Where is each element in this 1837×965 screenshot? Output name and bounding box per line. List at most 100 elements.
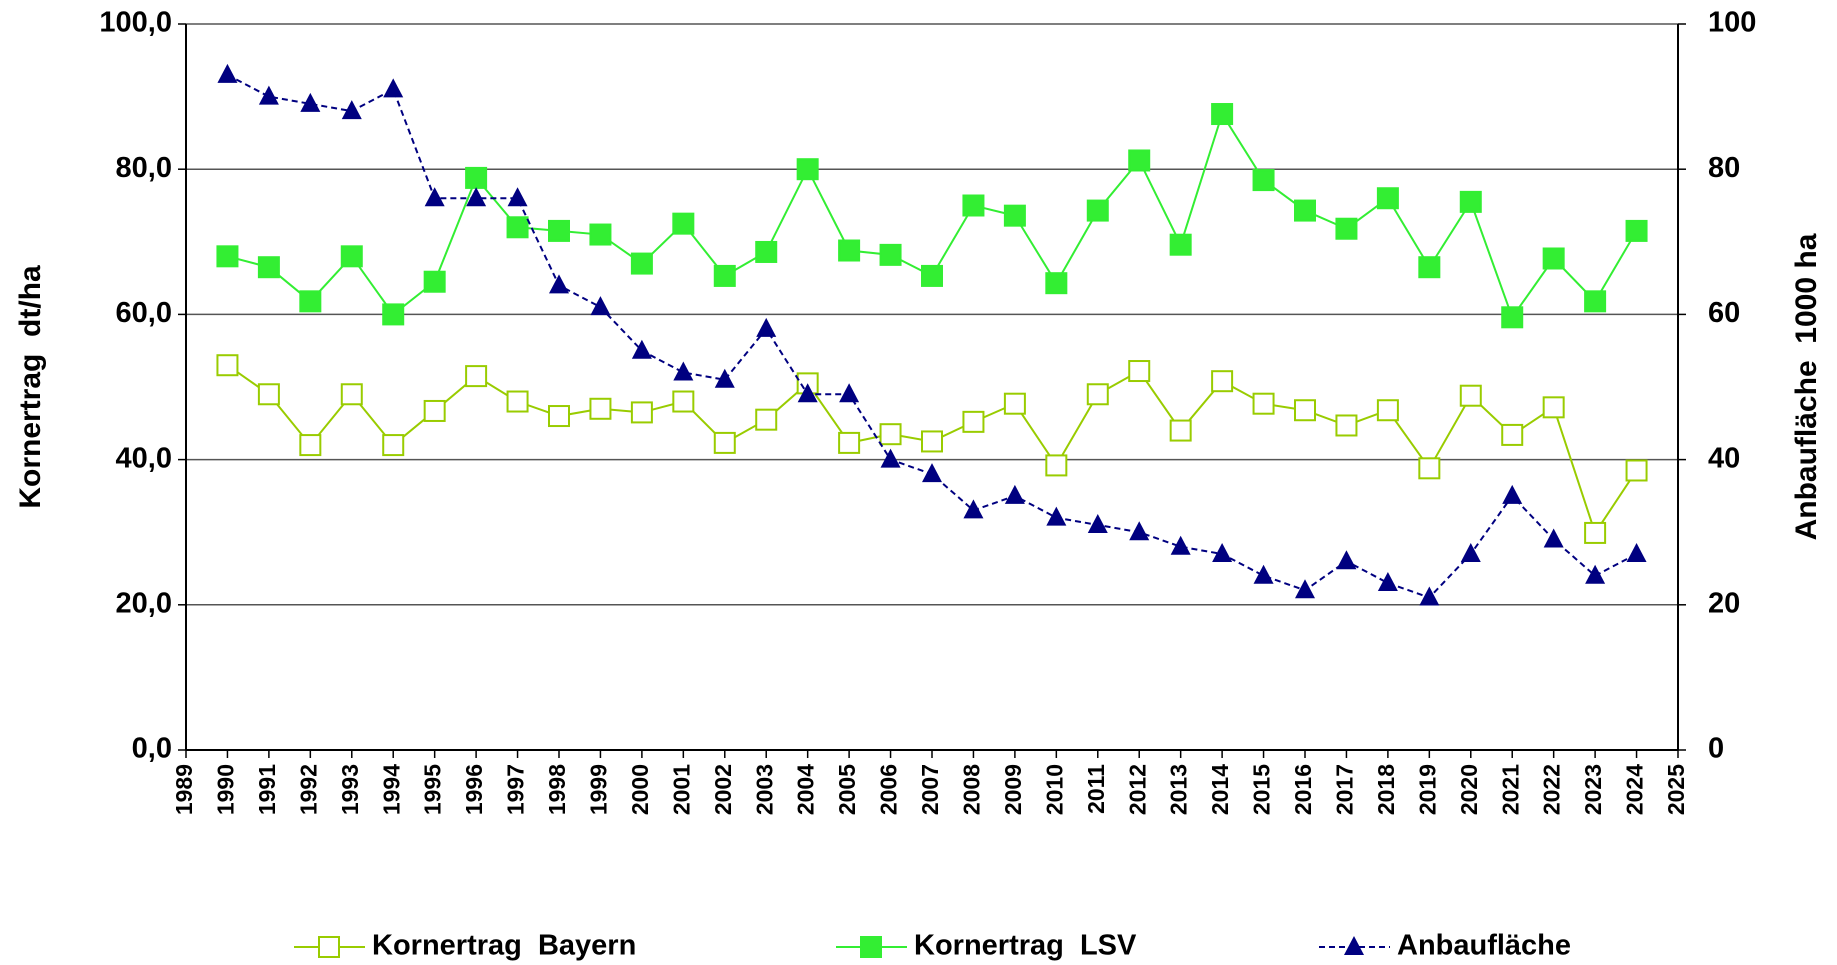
marker [299, 290, 322, 313]
marker [1501, 423, 1524, 446]
marker [797, 383, 818, 403]
x-tick-label: 2011 [1083, 764, 1109, 814]
marker [465, 365, 488, 388]
x-tick-label: 1995 [420, 764, 446, 815]
x-tick-label: 2020 [1456, 764, 1482, 815]
x-tick-label: 1999 [586, 764, 612, 815]
y-tick-label: 100,0 [99, 7, 172, 39]
marker [1045, 454, 1068, 477]
marker [1169, 419, 1192, 442]
marker [1625, 459, 1648, 482]
marker [1003, 204, 1026, 227]
y2-tick-label: 0 [1708, 733, 1724, 765]
marker [548, 405, 570, 428]
marker [1377, 572, 1398, 592]
y-tick-label: 60,0 [116, 297, 172, 329]
marker [1584, 290, 1607, 313]
marker [672, 390, 695, 413]
marker [921, 264, 943, 287]
legend-marker [318, 936, 340, 958]
y-tick-label: 40,0 [116, 442, 172, 474]
marker [962, 410, 985, 433]
x-tick-label: 2007 [917, 764, 943, 815]
marker [465, 166, 488, 189]
marker [713, 431, 736, 454]
marker [756, 317, 777, 337]
legend-label: Kornertrag Bayern [372, 930, 636, 962]
marker [216, 354, 239, 377]
marker [340, 383, 363, 406]
marker [1459, 384, 1482, 407]
y-tick-label: 0,0 [132, 733, 172, 765]
marker [1501, 306, 1524, 329]
marker [1584, 521, 1607, 544]
marker [879, 423, 902, 446]
marker [755, 408, 778, 431]
x-tick-label: 2005 [834, 764, 860, 815]
marker [382, 303, 405, 326]
x-tick-label: 1998 [544, 764, 570, 815]
marker [299, 434, 322, 457]
x-tick-label: 2006 [876, 764, 902, 815]
x-tick-label: 2025 [1663, 764, 1689, 815]
x-tick-label: 2023 [1580, 764, 1606, 815]
marker [258, 85, 279, 105]
marker [1045, 272, 1068, 295]
y-tick-label: 20,0 [116, 587, 172, 619]
x-tick-label: 2001 [668, 764, 694, 815]
marker [589, 223, 612, 246]
y2-tick-label: 20 [1708, 587, 1740, 619]
marker [257, 383, 280, 406]
marker [963, 499, 984, 519]
marker [1294, 399, 1316, 422]
marker [1585, 564, 1606, 584]
marker [548, 219, 570, 242]
marker [1626, 542, 1647, 562]
marker [673, 361, 694, 381]
x-tick-label: 1996 [461, 764, 487, 815]
x-tick-label: 2003 [751, 764, 777, 815]
marker [1086, 383, 1109, 406]
marker [257, 256, 280, 279]
x-tick-label: 2018 [1373, 764, 1399, 815]
marker [341, 100, 362, 120]
marker [424, 187, 445, 207]
marker [1252, 392, 1275, 415]
y-axis-title: Kornertrag dt/ha [14, 265, 47, 509]
marker [922, 463, 942, 483]
marker [1046, 506, 1067, 526]
marker [216, 245, 239, 268]
marker [589, 397, 612, 420]
marker [714, 368, 735, 388]
marker [382, 434, 405, 457]
x-tick-label: 2012 [1124, 764, 1150, 815]
x-tick-label: 2009 [1000, 764, 1026, 815]
marker [839, 383, 860, 403]
marker [1335, 217, 1358, 240]
x-tick-label: 2000 [627, 764, 653, 815]
x-tick-label: 1991 [254, 764, 280, 815]
marker [1170, 535, 1191, 555]
x-tick-label: 1989 [171, 764, 197, 815]
y2-tick-label: 40 [1708, 442, 1740, 474]
x-tick-label: 2004 [793, 764, 819, 815]
marker [506, 216, 529, 239]
x-tick-label: 2008 [959, 764, 985, 815]
marker [217, 63, 238, 83]
x-tick-label: 1993 [337, 764, 363, 815]
x-tick-label: 2017 [1332, 764, 1358, 815]
x-tick-label: 2015 [1249, 764, 1275, 815]
marker [838, 239, 861, 262]
marker [1129, 521, 1150, 541]
marker [880, 448, 901, 468]
x-tick-label: 2021 [1497, 764, 1523, 815]
legend-label: Kornertrag LSV [914, 930, 1137, 962]
marker [1211, 103, 1234, 126]
marker [1335, 414, 1358, 437]
marker [1418, 457, 1441, 480]
marker [1253, 564, 1274, 584]
marker [879, 243, 902, 266]
marker [631, 339, 652, 359]
marker [1542, 247, 1565, 270]
y2-tick-label: 100 [1708, 7, 1756, 39]
